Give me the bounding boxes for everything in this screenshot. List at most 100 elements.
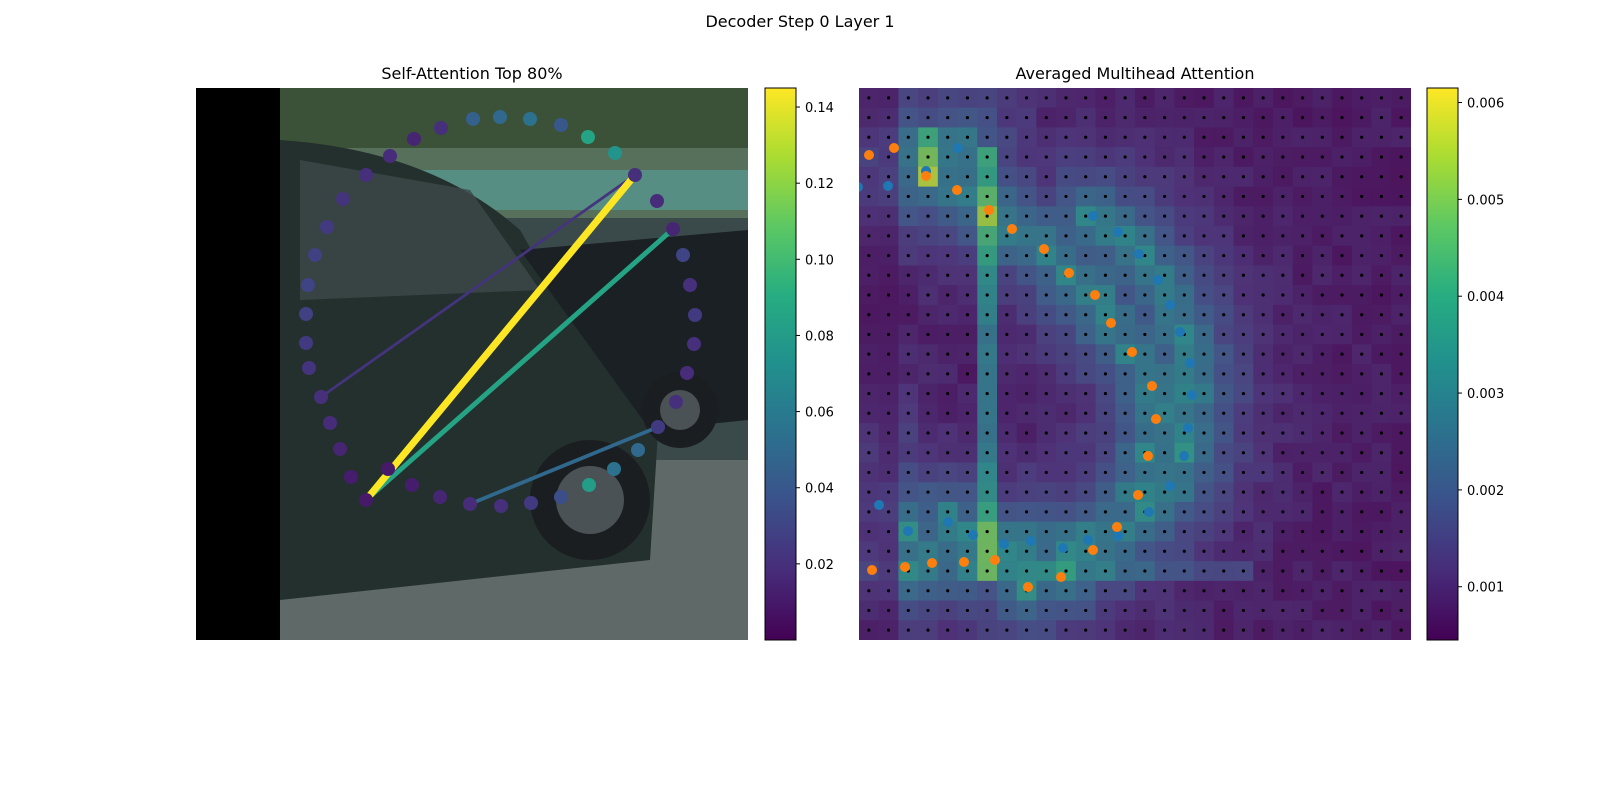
grid-dot	[946, 352, 950, 356]
grid-dot	[1084, 490, 1088, 494]
grid-dot	[1123, 194, 1127, 199]
grid-dot	[1300, 628, 1305, 632]
grid-dot	[946, 214, 950, 218]
grid-dot	[946, 608, 950, 613]
grid-dot	[1024, 214, 1029, 218]
grid-dot	[906, 135, 910, 139]
grid-dot	[1340, 234, 1344, 238]
orange-point	[1127, 347, 1137, 357]
grid-dot	[1044, 96, 1048, 100]
grid-dot	[1103, 490, 1108, 494]
grid-dot	[1261, 115, 1265, 120]
grid-dot	[1320, 451, 1324, 455]
grid-dot	[985, 391, 989, 396]
orange-point	[921, 171, 931, 181]
grid-dot	[1084, 313, 1088, 317]
grid-dot	[1044, 313, 1048, 317]
grid-dot	[1222, 96, 1226, 100]
grid-dot	[985, 135, 989, 139]
grid-dot	[1024, 332, 1029, 337]
grid-dot	[1320, 155, 1324, 159]
grid-dot	[1399, 96, 1403, 100]
grid-dot	[1340, 352, 1344, 356]
grid-dot	[1222, 589, 1226, 593]
grid-dot	[1379, 313, 1384, 317]
grid-dot	[906, 115, 910, 120]
query-point	[314, 390, 328, 404]
query-point	[628, 168, 642, 182]
grid-dot	[965, 96, 970, 100]
grid-dot	[926, 214, 930, 218]
grid-dot	[1241, 608, 1246, 613]
orange-point	[864, 150, 874, 160]
grid-dot	[1261, 332, 1265, 337]
grid-dot	[886, 352, 891, 356]
grid-dot	[1281, 372, 1285, 376]
grid-dot	[1360, 470, 1364, 475]
grid-dot	[1162, 628, 1167, 632]
grid-dot	[1044, 234, 1048, 238]
grid-dot	[1044, 411, 1048, 415]
grid-dot	[1084, 510, 1088, 514]
grid-dot	[965, 214, 970, 218]
grid-dot	[1340, 135, 1344, 139]
grid-dot	[1320, 391, 1324, 396]
grid-dot	[1005, 569, 1009, 573]
grid-dot	[1005, 234, 1009, 238]
grid-dot	[985, 490, 989, 494]
grid-dot	[1064, 529, 1068, 534]
grid-dot	[1202, 589, 1206, 593]
grid-dot	[1320, 352, 1324, 356]
query-point	[494, 499, 508, 513]
grid-dot	[1143, 234, 1147, 238]
grid-dot	[946, 194, 950, 199]
grid-dot	[1379, 569, 1384, 573]
grid-dot	[1005, 332, 1009, 337]
grid-dot	[1182, 194, 1186, 199]
grid-dot	[906, 490, 910, 494]
grid-dot	[1103, 589, 1108, 593]
grid-dot	[867, 391, 871, 396]
grid-dot	[1123, 391, 1127, 396]
grid-dot	[1162, 490, 1167, 494]
grid-dot	[1123, 115, 1127, 120]
grid-dot	[1202, 332, 1206, 337]
grid-dot	[985, 175, 989, 179]
grid-dot	[1379, 253, 1384, 258]
grid-dot	[1024, 391, 1029, 396]
grid-dot	[1064, 214, 1068, 218]
grid-dot	[1005, 490, 1009, 494]
query-point	[687, 337, 701, 351]
grid-dot	[1202, 431, 1206, 435]
orange-point	[1007, 224, 1017, 234]
query-point	[607, 462, 621, 476]
reference-grid-dots	[867, 96, 1403, 632]
grid-dot	[1044, 451, 1048, 455]
orange-point	[1090, 290, 1100, 300]
grid-dot	[1320, 273, 1324, 277]
grid-dot	[1182, 431, 1186, 435]
grid-dot	[1300, 431, 1305, 435]
grid-dot	[926, 155, 930, 159]
grid-dot	[1182, 135, 1186, 139]
orange-point	[751, 366, 761, 376]
orange-point	[830, 164, 840, 174]
grid-dot	[1241, 628, 1246, 632]
grid-dot	[1340, 115, 1344, 120]
grid-dot	[1064, 391, 1068, 396]
grid-dot	[1222, 253, 1226, 258]
grid-dot	[1241, 589, 1246, 593]
grid-dot	[1084, 234, 1088, 238]
grid-dot	[965, 569, 970, 573]
grid-dot	[1241, 194, 1246, 199]
grid-dot	[1143, 273, 1147, 277]
grid-dot	[1261, 214, 1265, 218]
blue-point	[1165, 481, 1175, 491]
grid-dot	[1281, 431, 1285, 435]
colorbar-tick-label: 0.12	[805, 177, 834, 192]
grid-dot	[1399, 372, 1403, 376]
blue-point	[1187, 390, 1197, 400]
grid-dot	[1084, 608, 1088, 613]
orange-point	[1147, 381, 1157, 391]
grid-dot	[1024, 490, 1029, 494]
